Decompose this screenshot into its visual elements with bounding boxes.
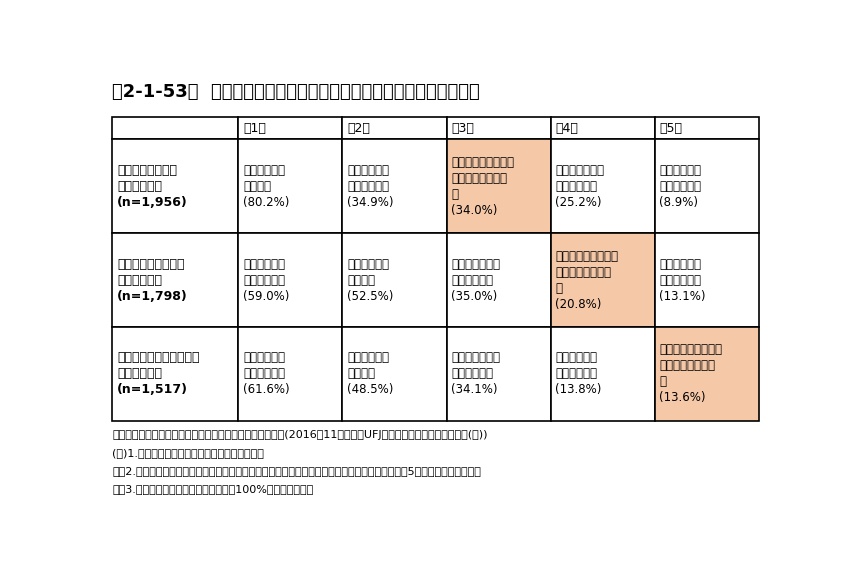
Bar [113,139,238,233]
Bar [655,139,759,233]
Text: 成長初期に利用した
資金調達方法
(n=1,798): 成長初期に利用した 資金調達方法 (n=1,798) [117,257,188,302]
Bar [342,327,446,421]
Text: 2.各成長段階で利用した、利用している資金調達方法について、それぞれ回答割合が高い上位5項目を表示している。: 2.各成長段階で利用した、利用している資金調達方法について、それぞれ回答割合が高… [113,466,481,476]
Text: (注)1.持続成長型の企業の回答を集計している。: (注)1.持続成長型の企業の回答を集計している。 [113,448,264,458]
Bar [342,233,446,327]
Text: 政府系金融機関
からの借入れ
(25.2%): 政府系金融機関 からの借入れ (25.2%) [556,164,605,209]
Text: 経営者本人の
自己資金
(80.2%): 経営者本人の 自己資金 (80.2%) [243,164,290,209]
Text: 政府系金融機関
からの借入れ
(35.0%): 政府系金融機関 からの借入れ (35.0%) [451,257,501,302]
Text: 家族・親族、友人・
知人等からの借入
れ
(20.8%): 家族・親族、友人・ 知人等からの借入 れ (20.8%) [556,249,618,311]
Text: 公的補助金・
助成金の活用
(13.1%): 公的補助金・ 助成金の活用 (13.1%) [660,257,706,302]
Bar [655,233,759,327]
Text: 3.複数回答のため、合計は必ずしも100%にはならない。: 3.複数回答のため、合計は必ずしも100%にはならない。 [113,484,313,494]
Bar [551,327,655,421]
Text: 第5位: 第5位 [660,122,683,135]
Text: 経営者本人の
自己資金
(48.5%): 経営者本人の 自己資金 (48.5%) [347,351,394,396]
Bar [655,118,759,139]
Text: 第4位: 第4位 [556,122,579,135]
Bar [238,327,342,421]
Bar [238,118,342,139]
Text: 公的補助金・
助成金の活用
(13.8%): 公的補助金・ 助成金の活用 (13.8%) [556,351,601,396]
Bar [655,327,759,421]
Text: 公的補助金・
助成金の活用
(8.9%): 公的補助金・ 助成金の活用 (8.9%) [660,164,701,209]
Text: 第1位: 第1位 [243,122,266,135]
Bar [446,139,551,233]
Text: 創業期に利用した
資金調達方法
(n=1,956): 創業期に利用した 資金調達方法 (n=1,956) [117,164,188,209]
Bar [113,327,238,421]
Text: 家族・親族、友人・
知人等からの借入
れ
(13.6%): 家族・親族、友人・ 知人等からの借入 れ (13.6%) [660,343,722,404]
Bar [551,233,655,327]
Text: 民間金融機関
からの借入れ
(34.9%): 民間金融機関 からの借入れ (34.9%) [347,164,394,209]
Bar [342,139,446,233]
Text: 政府系金融機関
からの借入れ
(34.1%): 政府系金融機関 からの借入れ (34.1%) [451,351,501,396]
Text: 安定・拡大期に利用した
資金調達方法
(n=1,517): 安定・拡大期に利用した 資金調達方法 (n=1,517) [117,351,200,396]
Bar [342,118,446,139]
Bar [238,139,342,233]
Bar [551,118,655,139]
Text: 経営者本人の
自己資金
(52.5%): 経営者本人の 自己資金 (52.5%) [347,257,394,302]
Text: 民間金融機関
からの借入れ
(61.6%): 民間金融機関 からの借入れ (61.6%) [243,351,290,396]
Text: 家族・親族、友人・
知人等からの借入
れ
(34.0%): 家族・親族、友人・ 知人等からの借入 れ (34.0%) [451,156,514,217]
Bar [446,327,551,421]
Text: 民間金融機関
からの借入れ
(59.0%): 民間金融機関 からの借入れ (59.0%) [243,257,290,302]
Text: 第3位: 第3位 [451,122,474,135]
Bar [113,233,238,327]
Text: 資料：中小企業庁委託「起業・創業の実態に関する調査」(2016年11月、三菱UFJリサーチ＆コンサルティング(株)): 資料：中小企業庁委託「起業・創業の実態に関する調査」(2016年11月、三菱UF… [113,430,488,440]
Bar [446,233,551,327]
Bar [238,233,342,327]
Bar [446,118,551,139]
Bar [551,139,655,233]
Text: 第2位: 第2位 [347,122,370,135]
Bar [113,118,238,139]
Text: 第2-1-53図  持続成長型企業が成長段階ごとに利用した資金調達方法: 第2-1-53図 持続成長型企業が成長段階ごとに利用した資金調達方法 [113,83,480,101]
